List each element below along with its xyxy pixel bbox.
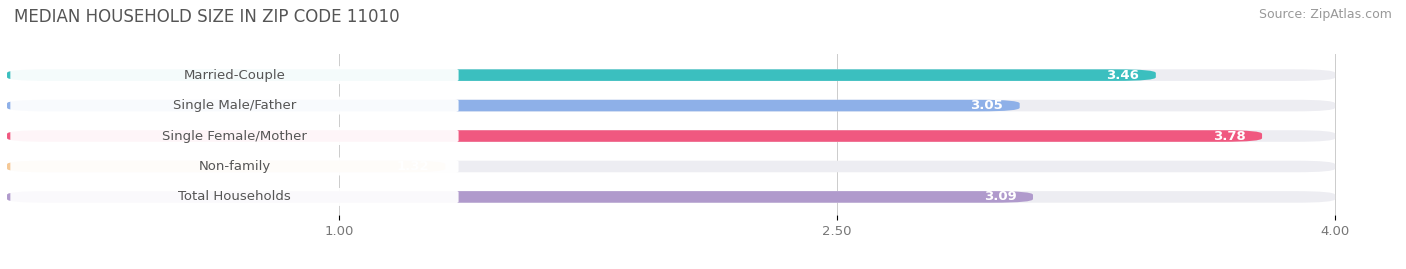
FancyBboxPatch shape — [10, 188, 458, 206]
FancyBboxPatch shape — [7, 161, 1336, 172]
FancyBboxPatch shape — [7, 69, 1336, 81]
FancyBboxPatch shape — [10, 127, 458, 145]
Text: MEDIAN HOUSEHOLD SIZE IN ZIP CODE 11010: MEDIAN HOUSEHOLD SIZE IN ZIP CODE 11010 — [14, 8, 399, 26]
FancyBboxPatch shape — [7, 130, 1263, 142]
Text: Total Households: Total Households — [179, 190, 291, 203]
Text: 1.32: 1.32 — [396, 160, 429, 173]
Text: 3.78: 3.78 — [1213, 129, 1246, 143]
Text: Non-family: Non-family — [198, 160, 270, 173]
FancyBboxPatch shape — [7, 130, 1336, 142]
FancyBboxPatch shape — [10, 66, 458, 84]
FancyBboxPatch shape — [7, 161, 446, 172]
FancyBboxPatch shape — [7, 100, 1019, 111]
FancyBboxPatch shape — [10, 97, 458, 115]
FancyBboxPatch shape — [7, 100, 1336, 111]
FancyBboxPatch shape — [10, 158, 458, 175]
Text: Source: ZipAtlas.com: Source: ZipAtlas.com — [1258, 8, 1392, 21]
FancyBboxPatch shape — [7, 191, 1033, 203]
Text: 3.46: 3.46 — [1107, 69, 1139, 82]
Text: Single Female/Mother: Single Female/Mother — [162, 129, 307, 143]
Text: 3.09: 3.09 — [984, 190, 1017, 203]
FancyBboxPatch shape — [7, 191, 1336, 203]
Text: Married-Couple: Married-Couple — [184, 69, 285, 82]
Text: 3.05: 3.05 — [970, 99, 1002, 112]
FancyBboxPatch shape — [7, 69, 1156, 81]
Text: Single Male/Father: Single Male/Father — [173, 99, 297, 112]
